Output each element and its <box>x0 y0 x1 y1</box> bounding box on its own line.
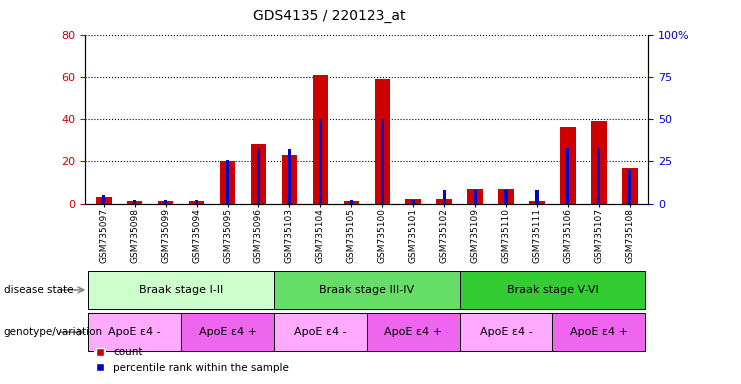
Bar <box>498 189 514 204</box>
Text: Braak stage V-VI: Braak stage V-VI <box>507 285 598 295</box>
Bar <box>282 155 297 204</box>
Bar <box>436 199 452 204</box>
Bar <box>319 119 322 204</box>
FancyBboxPatch shape <box>274 271 459 309</box>
Bar <box>628 170 631 204</box>
Bar <box>473 190 476 204</box>
Bar <box>313 75 328 204</box>
Bar <box>226 160 229 204</box>
Text: ApoE ε4 +: ApoE ε4 + <box>199 327 256 337</box>
Bar <box>220 161 236 204</box>
Bar <box>96 197 111 204</box>
Bar <box>405 199 421 204</box>
Bar <box>622 168 637 204</box>
Text: genotype/variation: genotype/variation <box>4 327 103 337</box>
FancyBboxPatch shape <box>459 313 553 351</box>
FancyBboxPatch shape <box>553 313 645 351</box>
Bar <box>412 200 415 204</box>
Bar <box>442 190 445 204</box>
Bar <box>591 121 607 204</box>
Bar <box>597 148 600 204</box>
Bar <box>288 149 291 204</box>
Bar <box>344 202 359 204</box>
Bar <box>381 119 384 204</box>
Bar <box>164 200 167 204</box>
Bar <box>529 202 545 204</box>
Bar <box>505 190 508 204</box>
Bar <box>257 148 260 204</box>
Bar <box>127 202 142 204</box>
Bar <box>158 202 173 204</box>
Text: ApoE ε4 -: ApoE ε4 - <box>479 327 532 337</box>
Text: ApoE ε4 -: ApoE ε4 - <box>108 327 161 337</box>
Bar <box>189 202 205 204</box>
Legend: count, percentile rank within the sample: count, percentile rank within the sample <box>90 343 293 377</box>
Bar <box>102 195 105 204</box>
FancyBboxPatch shape <box>459 271 645 309</box>
Text: Braak stage I-II: Braak stage I-II <box>139 285 223 295</box>
FancyBboxPatch shape <box>88 313 181 351</box>
Text: GDS4135 / 220123_at: GDS4135 / 220123_at <box>253 9 406 23</box>
Text: ApoE ε4 +: ApoE ε4 + <box>385 327 442 337</box>
Bar <box>374 79 390 204</box>
Bar <box>560 127 576 204</box>
Text: Braak stage III-IV: Braak stage III-IV <box>319 285 414 295</box>
Text: disease state: disease state <box>4 285 73 295</box>
FancyBboxPatch shape <box>181 313 274 351</box>
FancyBboxPatch shape <box>88 271 274 309</box>
Bar <box>195 200 198 204</box>
Text: ApoE ε4 +: ApoE ε4 + <box>570 327 628 337</box>
Bar <box>536 190 539 204</box>
Bar <box>250 144 266 204</box>
Bar <box>350 200 353 204</box>
FancyBboxPatch shape <box>274 313 367 351</box>
FancyBboxPatch shape <box>367 313 459 351</box>
Bar <box>468 189 483 204</box>
Bar <box>133 200 136 204</box>
Bar <box>566 148 570 204</box>
Text: ApoE ε4 -: ApoE ε4 - <box>294 327 347 337</box>
